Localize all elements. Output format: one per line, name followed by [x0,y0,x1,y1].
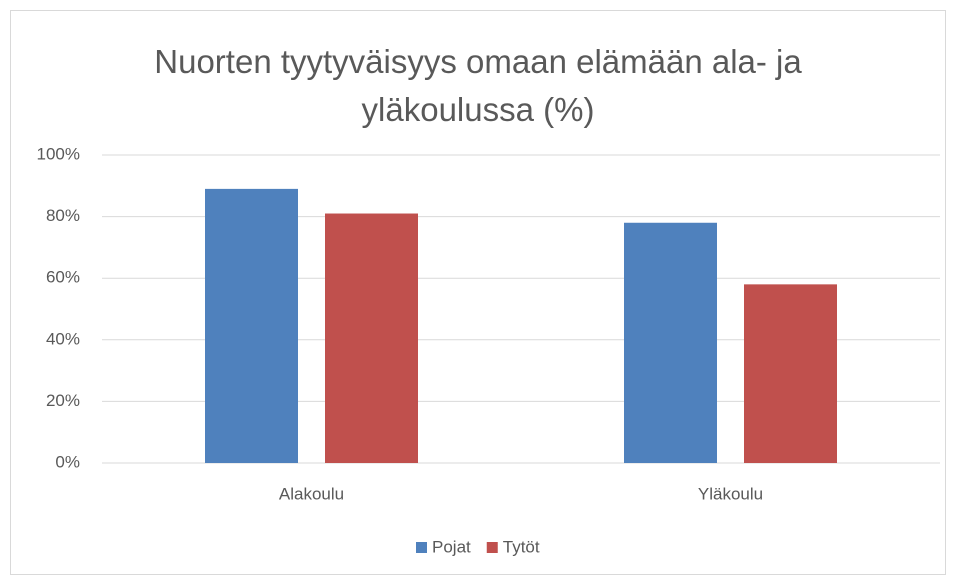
y-tick-label: 100% [37,144,80,163]
legend-label: Pojat [432,537,471,556]
bar [205,188,298,463]
y-tick-label: 20% [46,391,80,410]
legend-label: Tytöt [503,537,540,556]
y-tick-label: 80% [46,206,80,225]
x-tick-label: Alakoulu [279,484,344,503]
bar [624,222,717,463]
y-tick-label: 60% [46,268,80,287]
y-tick-label: 40% [46,329,80,348]
bar [744,284,837,463]
legend-swatch [416,542,427,553]
y-tick-label: 0% [55,452,80,471]
bar [325,213,418,463]
legend-swatch [486,542,498,553]
x-tick-label: Yläkoulu [698,484,763,503]
chart-title: Nuorten tyytyväisyys omaan elämään ala- … [154,43,802,128]
